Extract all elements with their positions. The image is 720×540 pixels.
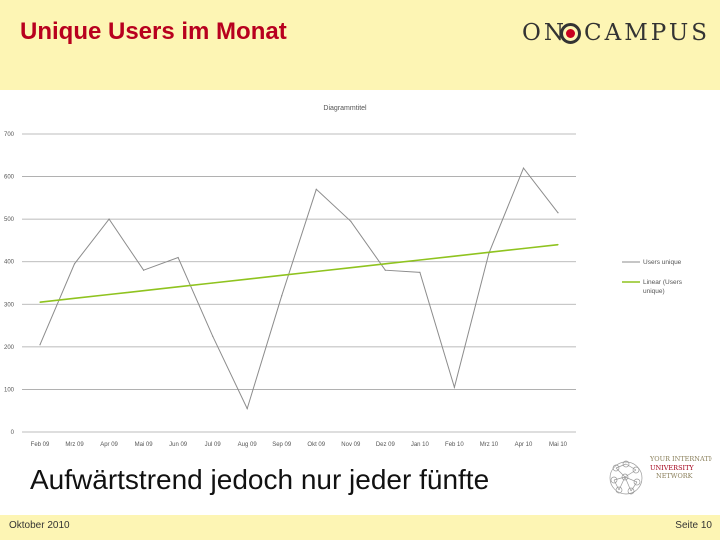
x-tick-label: Mai 09 [135, 442, 154, 448]
data-point [73, 297, 76, 299]
x-tick-label: Feb 09 [31, 442, 50, 448]
x-tick-label: Apr 09 [100, 442, 118, 448]
data-point [39, 344, 41, 346]
data-point [522, 247, 525, 250]
slide-footer: Oktober 2010 Seite 10 [0, 515, 720, 540]
data-point [384, 263, 386, 265]
data-point [246, 278, 248, 280]
x-tick-label: Jul 09 [205, 442, 222, 448]
chart-title: Diagrammtitel [323, 105, 367, 112]
data-point [557, 212, 559, 214]
slide-subtitle: Aufwärtstrend jedoch nur jeder fünfte [30, 464, 490, 495]
y-tick-label: 200 [4, 345, 15, 351]
chart-series [39, 167, 559, 410]
university-network-logo: YOUR INTERNATIONAL UNIVERSITY NETWORK [609, 455, 712, 495]
data-point [453, 386, 455, 388]
data-point [557, 244, 559, 246]
chart-gridlines [22, 133, 576, 433]
data-point [350, 220, 352, 222]
x-tick-label: Jun 09 [169, 442, 188, 448]
x-tick-label: Nov 09 [341, 442, 361, 448]
data-point [246, 407, 248, 410]
y-tick-label: 400 [4, 260, 15, 266]
y-tick-label: 600 [4, 175, 15, 181]
series-line-1 [39, 243, 559, 303]
x-tick-label: Dez 09 [376, 442, 396, 448]
data-point [315, 188, 317, 190]
data-point [453, 255, 455, 257]
data-point [281, 274, 283, 276]
data-point [108, 293, 110, 296]
slide-title: Unique Users im Monat [20, 18, 287, 45]
x-tick-label: Mai 10 [549, 442, 568, 448]
y-tick-label: 0 [11, 430, 15, 436]
network-logo-line2: UNIVERSITY [650, 464, 694, 472]
data-point [212, 335, 214, 337]
data-point [73, 263, 76, 265]
chart-legend: Users unique Linear (Users unique) [622, 259, 683, 295]
data-point [384, 269, 386, 271]
data-point [350, 267, 352, 269]
logo-text-right: CAMPUS [584, 20, 710, 46]
x-tick-label: Okt 09 [307, 442, 325, 448]
network-logo-line3: NETWORK [656, 472, 693, 480]
data-point [108, 218, 110, 220]
line-chart: Diagrammtitel 0 100 200 300 400 500 600 700 Feb… [4, 105, 683, 448]
slide-header: Unique Users im Monat ON CAMPUS [0, 0, 720, 90]
x-tick-label: Apr 10 [515, 442, 533, 448]
network-logo-line1: YOUR INTERNATIONAL [649, 455, 712, 463]
x-tick-label: Jan 10 [411, 442, 430, 448]
data-point [177, 286, 179, 288]
data-point [143, 290, 145, 292]
y-tick-label: 300 [4, 302, 15, 308]
x-axis-ticks: Feb 09 Mrz 09 Apr 09 Mai 09 Jun 09 Jul 09 Aug … [31, 442, 568, 448]
chart-area: Diagrammtitel 0 100 200 300 400 500 600 700 Feb… [0, 92, 720, 452]
data-point [419, 259, 421, 261]
network-globe-icon [609, 460, 643, 495]
logo-text-left: ON [522, 20, 567, 46]
legend-label-users-unique: Users unique [643, 259, 682, 266]
footer-page-number: Seite 10 [675, 520, 712, 531]
footer-date: Oktober 2010 [9, 520, 70, 531]
series-line-0 [39, 167, 559, 410]
data-point [143, 269, 145, 271]
logo-circle-icon [560, 23, 581, 44]
data-point [177, 256, 179, 259]
data-point [212, 282, 214, 284]
y-tick-label: 700 [4, 132, 15, 138]
x-tick-label: Feb 10 [445, 442, 464, 448]
x-tick-label: Aug 09 [238, 442, 258, 448]
y-tick-label: 100 [4, 387, 15, 393]
x-tick-label: Mrz 10 [480, 442, 499, 448]
data-point [488, 251, 490, 253]
data-point [522, 167, 525, 169]
x-tick-label: Sep 09 [272, 442, 292, 448]
legend-label-linear-trend: Linear (Users unique) [643, 279, 683, 295]
x-tick-label: Mrz 09 [65, 442, 84, 448]
data-point [315, 270, 317, 273]
data-point [419, 271, 421, 273]
data-point [281, 295, 283, 297]
y-axis-ticks: 0 100 200 300 400 500 600 700 [4, 132, 15, 436]
data-point [39, 301, 41, 303]
y-tick-label: 500 [4, 217, 15, 223]
